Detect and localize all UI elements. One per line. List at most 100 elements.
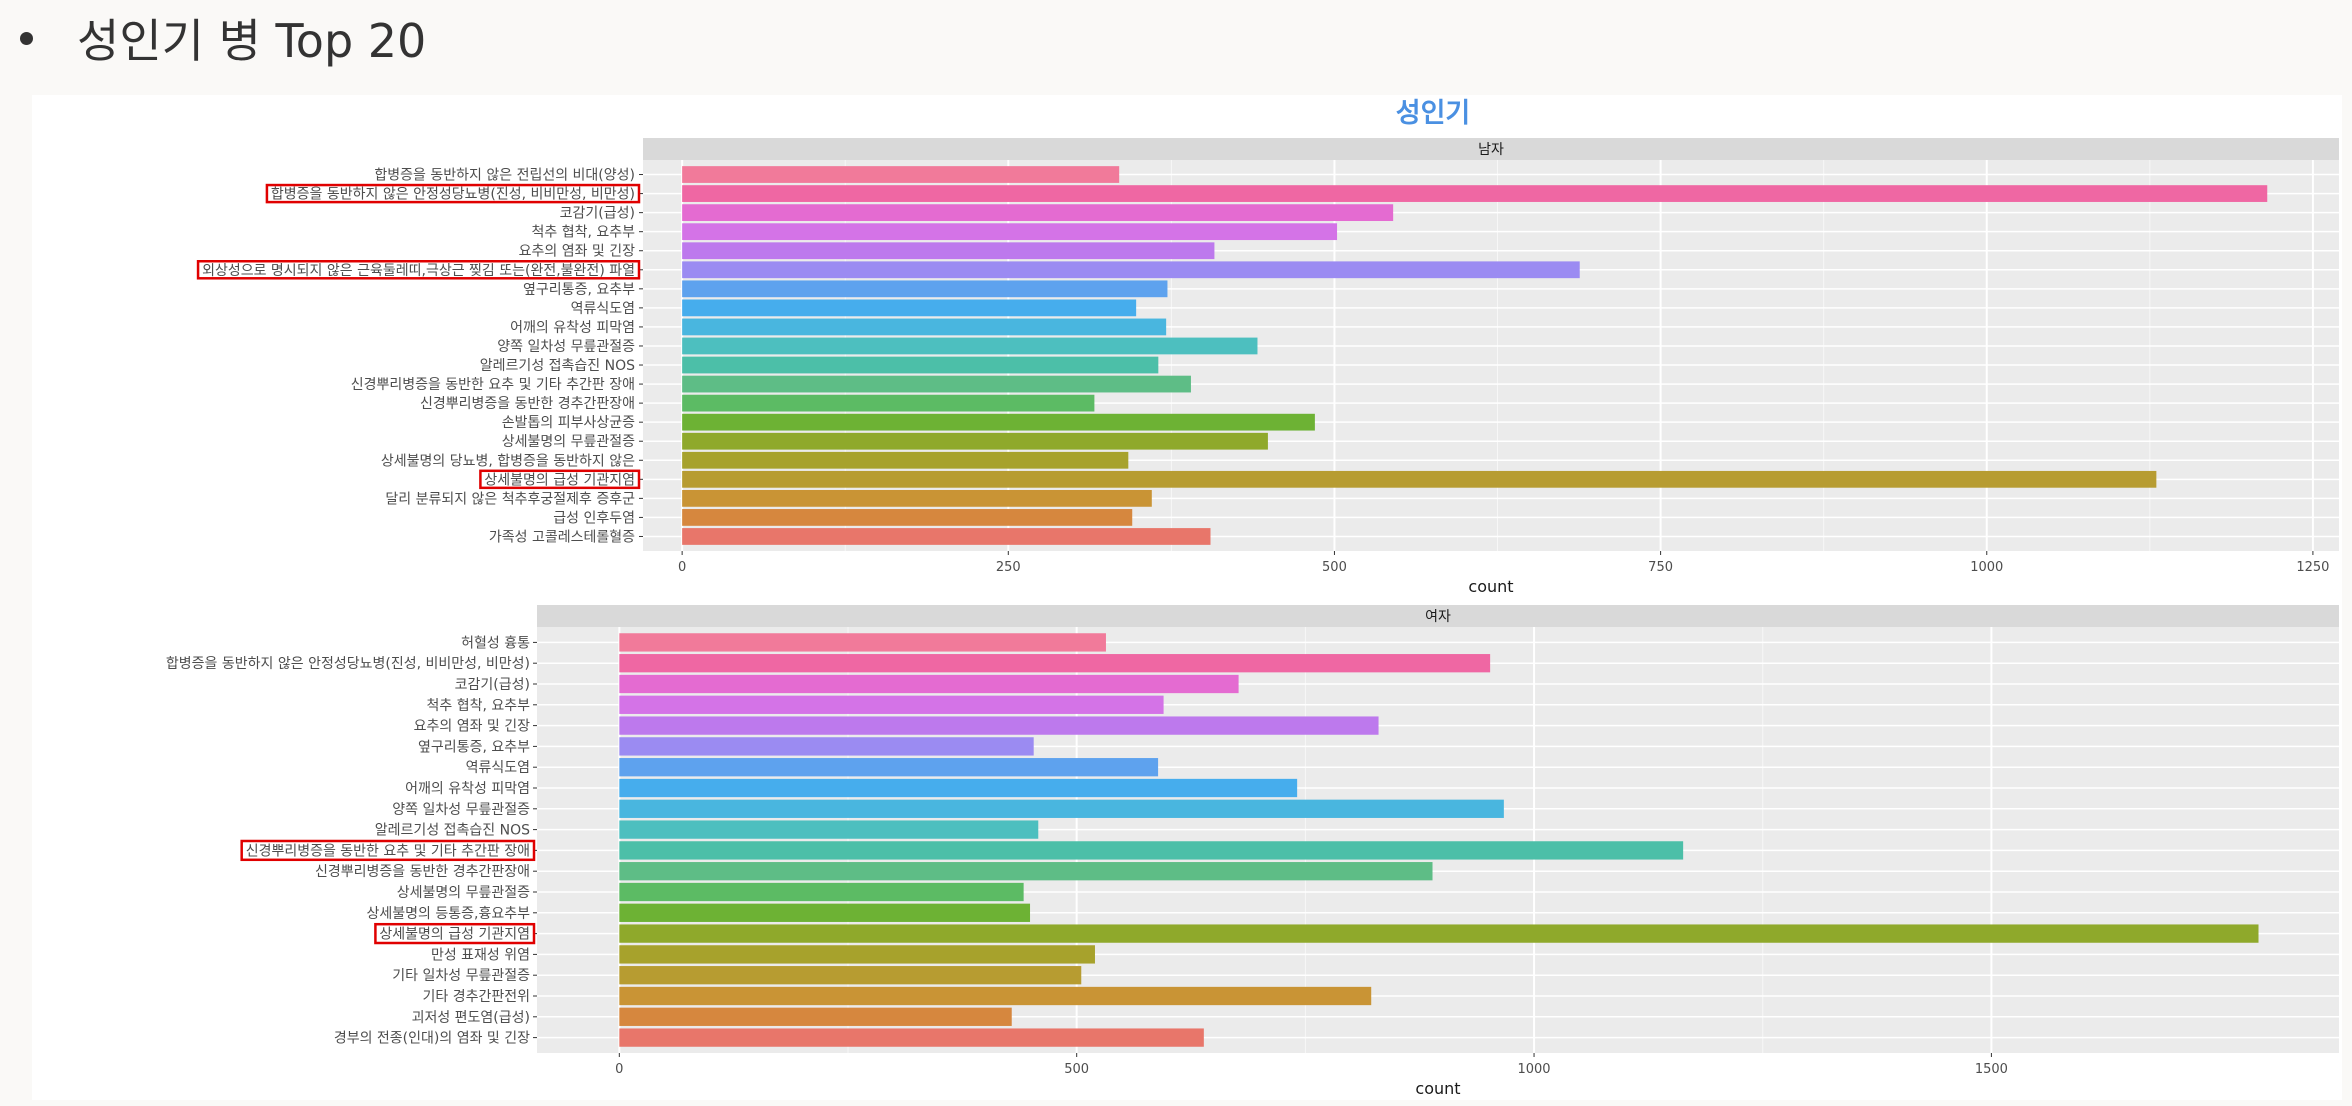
- category-label: 괴저성 편도염(급성): [412, 1010, 530, 1026]
- x-tick-label: 1000: [1517, 1062, 1550, 1077]
- bar: [619, 716, 1379, 735]
- bar: [619, 778, 1298, 798]
- x-tick-label: 1000: [1970, 560, 2003, 575]
- bar: [682, 337, 1258, 355]
- category-label: 옆구리통증, 요추부: [523, 282, 635, 298]
- bar: [619, 1007, 1012, 1026]
- bar: [682, 166, 1120, 183]
- x-tick-label: 250: [996, 560, 1021, 575]
- bar: [682, 204, 1394, 222]
- category-label: 기타 일차성 무릎관절증: [392, 968, 530, 984]
- category-label: 상세불명의 급성 기관지염: [484, 472, 635, 488]
- category-label: 급성 인후두염: [553, 510, 635, 526]
- category-label: 상세불명의 당뇨병, 합병증을 동반하지 않은: [381, 453, 635, 469]
- category-label: 코감기(급성): [560, 206, 635, 222]
- category-label: 합병증을 동반하지 않은 전립선의 비대(양성): [374, 168, 635, 184]
- bar: [619, 862, 1433, 881]
- chart-title: 성인기: [1396, 98, 1471, 129]
- category-label: 알레르기성 접촉습진 NOS: [480, 358, 635, 374]
- category-label: 양쪽 일차성 무릎관절증: [497, 339, 635, 355]
- category-label: 신경뿌리병증을 동반한 요추 및 기타 추간판 장애: [351, 377, 635, 393]
- bar: [682, 242, 1215, 260]
- facet-strip: [643, 138, 2339, 160]
- bar: [682, 280, 1168, 298]
- facet-strip-label: 남자: [1478, 142, 1504, 158]
- bar: [682, 318, 1167, 336]
- bar: [619, 758, 1159, 777]
- category-label: 허혈성 흉통: [461, 635, 530, 651]
- bar: [682, 356, 1159, 374]
- category-label: 어깨의 유착성 피막염: [510, 320, 635, 336]
- bar: [682, 299, 1137, 317]
- bar: [619, 799, 1504, 818]
- facet-strip: [537, 605, 2339, 627]
- category-label: 경부의 전종(인대)의 염좌 및 긴장: [334, 1031, 530, 1047]
- category-label: 상세불명의 등통증,흉요추부: [367, 906, 531, 922]
- bar: [682, 223, 1338, 241]
- bar: [682, 375, 1191, 393]
- bar: [619, 737, 1034, 756]
- bar: [619, 820, 1039, 839]
- bar: [619, 924, 2259, 943]
- bar: [682, 432, 1268, 450]
- bar: [682, 528, 1211, 545]
- x-tick-label: 0: [615, 1062, 623, 1077]
- category-label: 척추 협착, 요추부: [531, 225, 635, 241]
- x-tick-label: 750: [1648, 560, 1673, 575]
- x-tick-label: 1250: [2296, 560, 2329, 575]
- bar: [619, 903, 1031, 922]
- bar: [682, 470, 2157, 488]
- bar: [619, 966, 1082, 985]
- category-label: 어깨의 유착성 피막염: [405, 781, 530, 797]
- bar: [682, 413, 1315, 431]
- category-label: 척추 협착, 요추부: [426, 698, 530, 714]
- category-label: 만성 표재성 위염: [431, 947, 530, 963]
- category-label: 양쪽 일차성 무릎관절증: [392, 802, 530, 818]
- highlight-box: [240, 839, 536, 862]
- bar: [619, 945, 1095, 964]
- slide-heading: 성인기 병 Top 20: [14, 4, 426, 72]
- highlight-box: [265, 183, 641, 204]
- category-label: 합병증을 동반하지 않은 안정성당뇨병(진성, 비비만성, 비만성): [271, 187, 635, 203]
- bar: [619, 695, 1164, 714]
- bar: [619, 986, 1372, 1006]
- bar: [619, 633, 1106, 652]
- bar: [682, 261, 1580, 279]
- bar: [619, 841, 1684, 860]
- category-label: 신경뿌리병증을 동반한 경추간판장애: [420, 396, 635, 412]
- category-label: 신경뿌리병증을 동반한 요추 및 기타 추간판 장애: [246, 843, 530, 859]
- bar: [619, 654, 1491, 673]
- category-label: 가족성 고콜레스테롤혈증: [489, 529, 635, 545]
- category-label: 기타 경추간판전위: [423, 989, 531, 1005]
- highlight-box: [374, 922, 536, 945]
- highlight-box: [196, 260, 641, 280]
- category-label: 상세불명의 급성 기관지염: [379, 927, 530, 943]
- category-label: 알레르기성 접촉습진 NOS: [375, 823, 530, 839]
- bar: [682, 451, 1129, 469]
- bar: [682, 509, 1133, 526]
- category-label: 역류식도염: [466, 760, 530, 776]
- category-label: 상세불명의 무릎관절증: [502, 434, 635, 450]
- bar: [619, 882, 1024, 902]
- category-label: 코감기(급성): [455, 677, 530, 693]
- category-label: 손발톱의 피부사상균증: [502, 415, 635, 431]
- bar: [682, 489, 1152, 507]
- category-label: 요추의 염좌 및 긴장: [519, 244, 636, 260]
- category-label: 합병증을 동반하지 않은 안정성당뇨병(진성, 비비만성, 비만성): [166, 656, 530, 672]
- category-label: 달리 분류되지 않은 척추후궁절제후 증후군: [385, 491, 635, 507]
- x-tick-label: 1500: [1975, 1062, 2008, 1077]
- x-axis-title: count: [1415, 1079, 1460, 1098]
- x-tick-label: 500: [1322, 560, 1347, 575]
- category-label: 상세불명의 무릎관절증: [397, 885, 530, 901]
- slide-heading-text: 성인기 병 Top 20: [77, 14, 427, 68]
- x-tick-label: 500: [1064, 1062, 1089, 1077]
- bar: [682, 394, 1095, 412]
- bar: [619, 674, 1239, 694]
- x-axis-title: count: [1468, 577, 1513, 596]
- x-tick-label: 0: [678, 560, 686, 575]
- bullet-icon: [20, 31, 33, 45]
- category-label: 옆구리통증, 요추부: [418, 739, 530, 755]
